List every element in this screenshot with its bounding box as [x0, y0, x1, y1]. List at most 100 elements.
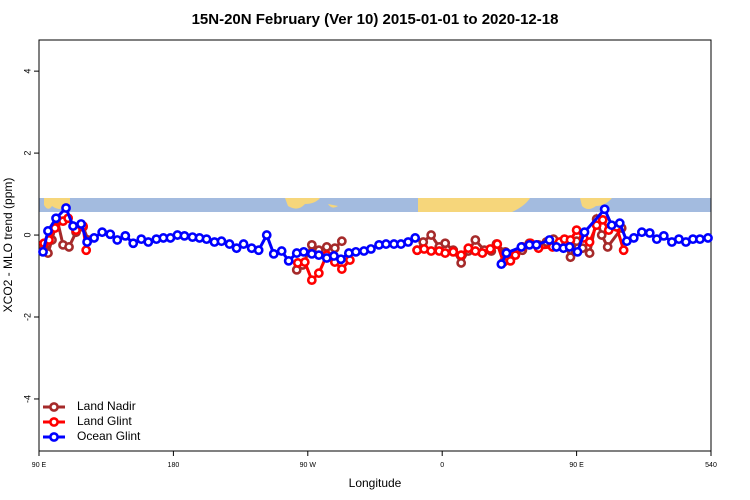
data-point [82, 237, 92, 247]
data-point [120, 230, 131, 241]
data-point [89, 233, 100, 243]
legend-label: Land Glint [77, 414, 132, 428]
data-point [179, 230, 190, 241]
data-point [143, 237, 154, 247]
data-point [485, 244, 496, 254]
data-point [440, 238, 451, 249]
data-point [298, 246, 309, 257]
data-point [597, 214, 608, 225]
data-point [584, 248, 595, 258]
data-point [564, 242, 575, 252]
data-point [644, 228, 655, 238]
data-point [448, 246, 459, 257]
chart-title: 15N-20N February (Ver 10) 2015-01-01 to … [192, 11, 559, 28]
legend-marker [49, 432, 59, 442]
data-point [276, 246, 287, 256]
data-point [505, 255, 516, 266]
x-tick-label: 0 [440, 462, 444, 469]
data-point [456, 258, 467, 268]
data-point [299, 257, 310, 267]
data-point [283, 255, 294, 266]
data-point [313, 250, 324, 261]
legend-marker [49, 417, 59, 427]
data-point [544, 235, 555, 245]
data-point [381, 239, 391, 249]
data-point [76, 219, 87, 229]
data-point [366, 244, 376, 254]
data-point [261, 230, 272, 240]
x-tick-label: 90 E [32, 462, 47, 469]
legend-marker [49, 402, 59, 412]
data-point [614, 218, 625, 229]
data-point [572, 246, 583, 257]
y-tick-label: 0 [22, 233, 32, 238]
data-point [606, 220, 617, 231]
data-point [599, 204, 610, 215]
data-point [105, 229, 116, 240]
data-point [571, 225, 582, 236]
data-point [591, 220, 602, 231]
map-ocean [39, 198, 711, 212]
data-point [253, 245, 264, 256]
data-point [61, 203, 71, 213]
data-point [350, 246, 361, 257]
map-strip [39, 198, 711, 212]
data-point [97, 227, 108, 238]
data-point [329, 243, 340, 254]
data-point [336, 264, 347, 274]
data-point [51, 213, 61, 224]
map-land [285, 198, 338, 209]
data-point [68, 221, 78, 231]
data-point [628, 233, 639, 243]
data-point [81, 245, 92, 256]
data-point [238, 239, 249, 249]
data-point [658, 230, 669, 241]
map-land [580, 198, 612, 209]
data-point [321, 242, 332, 252]
data-point [602, 242, 613, 252]
data-point [306, 239, 317, 250]
data-point [618, 245, 629, 256]
data-point [410, 233, 421, 243]
data-point [43, 226, 53, 236]
data-point [224, 239, 235, 249]
data-point [501, 248, 512, 258]
data-point [306, 275, 317, 286]
data-point [636, 227, 647, 238]
data-point [38, 246, 48, 257]
data-point [426, 246, 437, 256]
data-point [531, 239, 542, 250]
data-point [201, 234, 212, 245]
data-point [313, 268, 324, 279]
data-point [64, 242, 74, 252]
y-tick-label: -4 [22, 395, 32, 403]
data-point [584, 237, 595, 247]
data-point [426, 230, 437, 240]
data-point [703, 233, 713, 243]
plot-frame [38, 39, 712, 452]
data-point [336, 236, 347, 247]
map-land [418, 198, 530, 212]
data-point [440, 248, 451, 258]
x-axis-label: Longitude [349, 476, 402, 490]
data-point [128, 238, 139, 249]
data-point [510, 250, 521, 261]
data-point [516, 242, 527, 252]
y-tick-label: 4 [22, 69, 32, 74]
data-point [695, 234, 705, 245]
x-tick-label: 90 E [569, 462, 584, 469]
data-point [336, 254, 346, 265]
data-point [596, 230, 607, 240]
y-axis-label: XCO2 - MLO trend (ppm) [1, 178, 15, 313]
data-point [268, 249, 279, 259]
data-point [565, 252, 576, 263]
legend-label: Ocean Glint [77, 429, 141, 443]
data-point [579, 227, 590, 238]
data-point [216, 236, 227, 247]
x-tick-label: 180 [168, 462, 180, 469]
data-point [496, 259, 507, 270]
data-point [492, 239, 503, 249]
x-tick-label: 90 W [300, 462, 317, 469]
